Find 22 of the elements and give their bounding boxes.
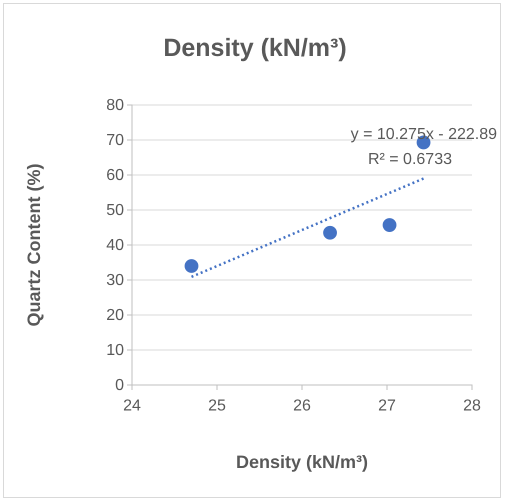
x-tick-label: 24 xyxy=(123,398,141,415)
x-tick-label: 27 xyxy=(378,398,396,415)
point xyxy=(382,218,396,232)
point xyxy=(323,226,337,240)
y-tick-label: 40 xyxy=(106,237,124,254)
y-tick-label: 80 xyxy=(106,97,124,114)
point xyxy=(184,259,198,273)
y-tick-label: 30 xyxy=(106,272,124,290)
x-axis-title: Density (kN/m³) xyxy=(236,452,368,472)
x-tick-label: 25 xyxy=(208,398,226,415)
x-tick-label: 28 xyxy=(463,398,481,415)
annotation: R² = 0.6733 xyxy=(368,151,452,168)
y-tick-label: 0 xyxy=(115,377,124,394)
y-tick-label: 60 xyxy=(106,167,124,184)
annotation: y = 10.275x - 222.89 xyxy=(350,126,498,143)
chart-title: Density (kN/m³) xyxy=(163,34,347,62)
y-tick-label: 10 xyxy=(106,342,124,360)
y-tick-label: 70 xyxy=(106,132,124,150)
y-tick-label: 50 xyxy=(106,202,124,220)
x-tick-label: 26 xyxy=(293,398,311,415)
y-tick-label: 20 xyxy=(106,307,124,324)
y-axis-title: Quartz Content (%) xyxy=(24,164,44,326)
